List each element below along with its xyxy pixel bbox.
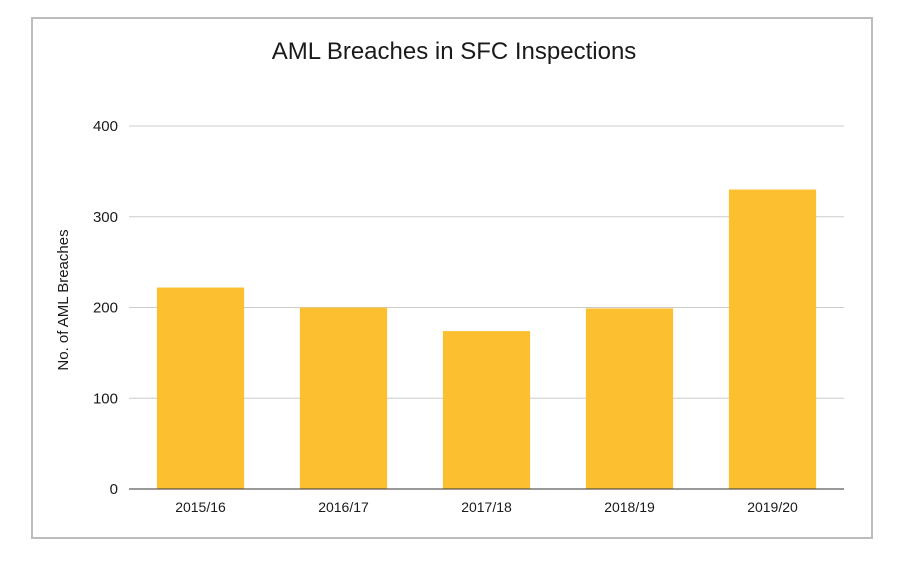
bar (728, 189, 817, 489)
y-tick-label: 0 (110, 481, 118, 498)
x-tick-label: 2018/19 (604, 499, 655, 515)
y-tick-labels: 0 100 200 300 400 (93, 118, 118, 498)
y-tick-label: 200 (93, 300, 118, 317)
chart-title: AML Breaches in SFC Inspections (272, 38, 637, 65)
bar (442, 331, 531, 489)
y-axis-label: No. of AML Breaches (55, 229, 72, 370)
x-tick-label: 2015/16 (175, 499, 226, 515)
x-tick-label: 2019/20 (747, 499, 798, 515)
bars (156, 189, 817, 489)
x-tick-label: 2017/18 (461, 499, 512, 515)
x-tick-label: 2016/17 (318, 499, 369, 515)
y-tick-label: 400 (93, 118, 118, 135)
y-tick-label: 100 (93, 390, 118, 407)
bar (585, 308, 674, 489)
bar (156, 287, 245, 489)
x-tick-labels: 2015/16 2016/17 2017/18 2018/19 2019/20 (175, 499, 798, 515)
y-tick-label: 300 (93, 209, 118, 226)
bar (299, 307, 388, 489)
